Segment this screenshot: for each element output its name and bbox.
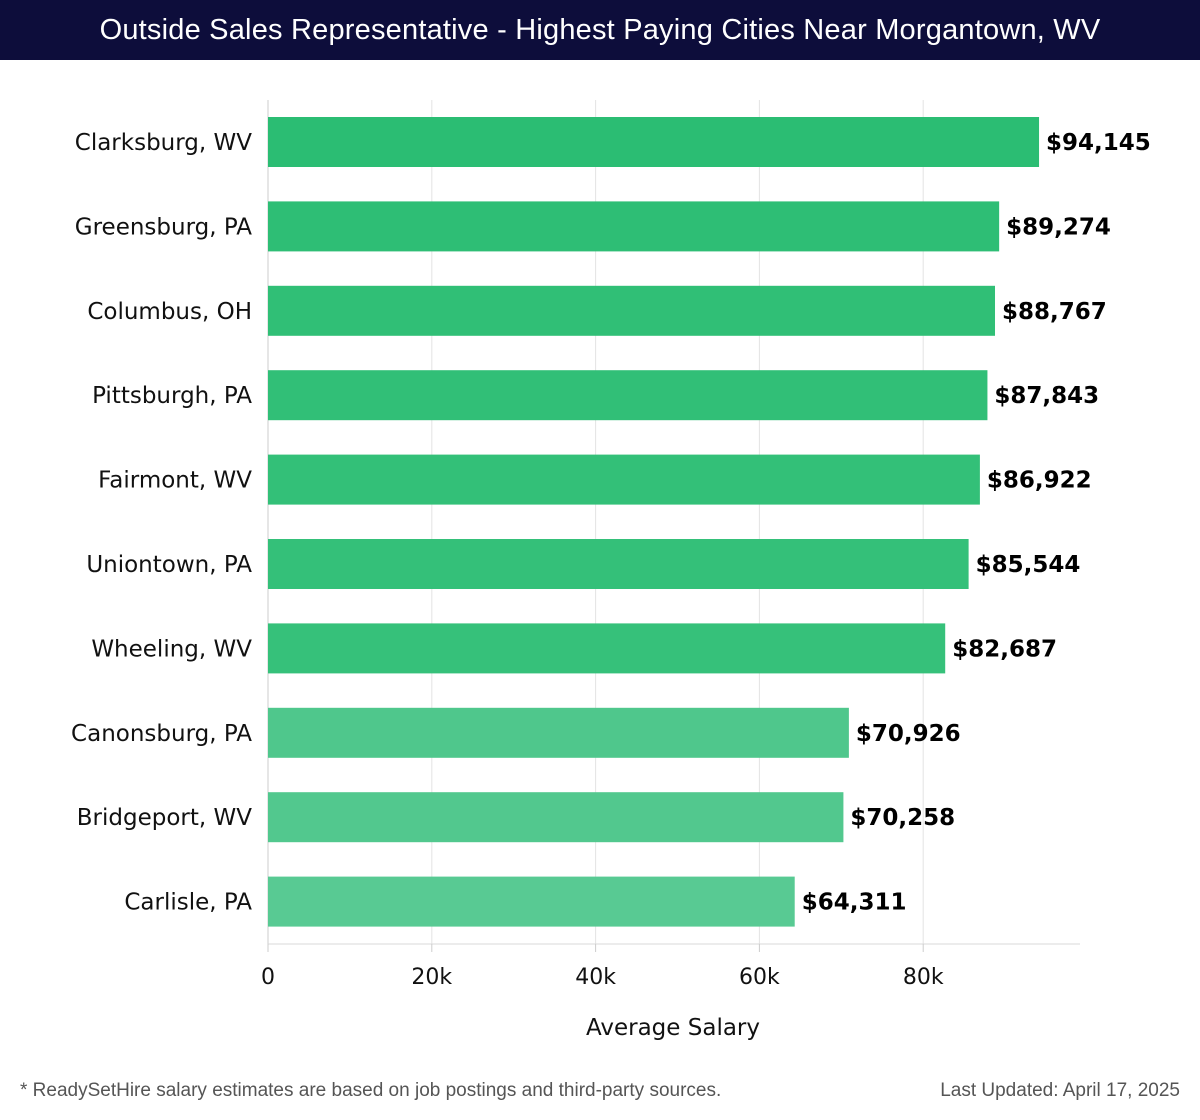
category-label: Fairmont, WV xyxy=(98,468,252,494)
bar xyxy=(268,201,1000,252)
x-tick-label: 60k xyxy=(739,965,780,990)
x-axis-title: Average Salary xyxy=(586,1015,760,1041)
title-bar: Outside Sales Representative - Highest P… xyxy=(0,0,1200,60)
value-label: $94,145 xyxy=(1046,130,1151,156)
x-tick-label: 20k xyxy=(411,965,452,990)
bar xyxy=(268,876,795,927)
category-label: Bridgeport, WV xyxy=(77,805,252,831)
value-label: $87,843 xyxy=(994,383,1099,409)
value-label: $89,274 xyxy=(1006,214,1111,240)
bar xyxy=(268,792,844,843)
footer-note: * ReadySetHire salary estimates are base… xyxy=(20,1080,722,1101)
value-label: $82,687 xyxy=(952,636,1057,662)
value-label: $85,544 xyxy=(976,552,1081,578)
value-label: $86,922 xyxy=(987,468,1092,494)
label-layer: Clarksburg, WV $94,145 Greensburg, PA $89,2… xyxy=(71,130,1151,916)
x-tick-label: 80k xyxy=(903,965,944,990)
category-label: Clarksburg, WV xyxy=(75,130,252,156)
last-updated: Last Updated: April 17, 2025 xyxy=(940,1080,1180,1101)
category-label: Wheeling, WV xyxy=(91,636,252,662)
bar xyxy=(268,370,988,421)
bar xyxy=(268,285,996,336)
value-label: $70,926 xyxy=(856,721,961,747)
value-label: $88,767 xyxy=(1002,299,1107,325)
value-label: $70,258 xyxy=(850,805,955,831)
category-label: Uniontown, PA xyxy=(86,552,252,578)
bar-chart: Clarksburg, WV $94,145 Greensburg, PA $89,2… xyxy=(71,100,1151,1041)
x-tick-label: 0 xyxy=(261,965,275,990)
category-label: Canonsburg, PA xyxy=(71,721,252,747)
x-tick-label: 40k xyxy=(575,965,616,990)
tick-layer: 0 20k 40k 60k 80k xyxy=(261,944,944,990)
chart-title: Outside Sales Representative - Highest P… xyxy=(99,13,1101,46)
bar xyxy=(268,117,1040,167)
category-label: Carlisle, PA xyxy=(124,890,252,916)
bar xyxy=(268,539,969,589)
bar xyxy=(268,623,946,674)
category-label: Pittsburgh, PA xyxy=(92,383,252,409)
bar xyxy=(268,454,980,505)
value-label: $64,311 xyxy=(802,890,907,916)
bar-layer xyxy=(268,117,1040,927)
bar xyxy=(268,707,849,758)
category-label: Columbus, OH xyxy=(87,299,252,325)
category-label: Greensburg, PA xyxy=(75,214,252,240)
